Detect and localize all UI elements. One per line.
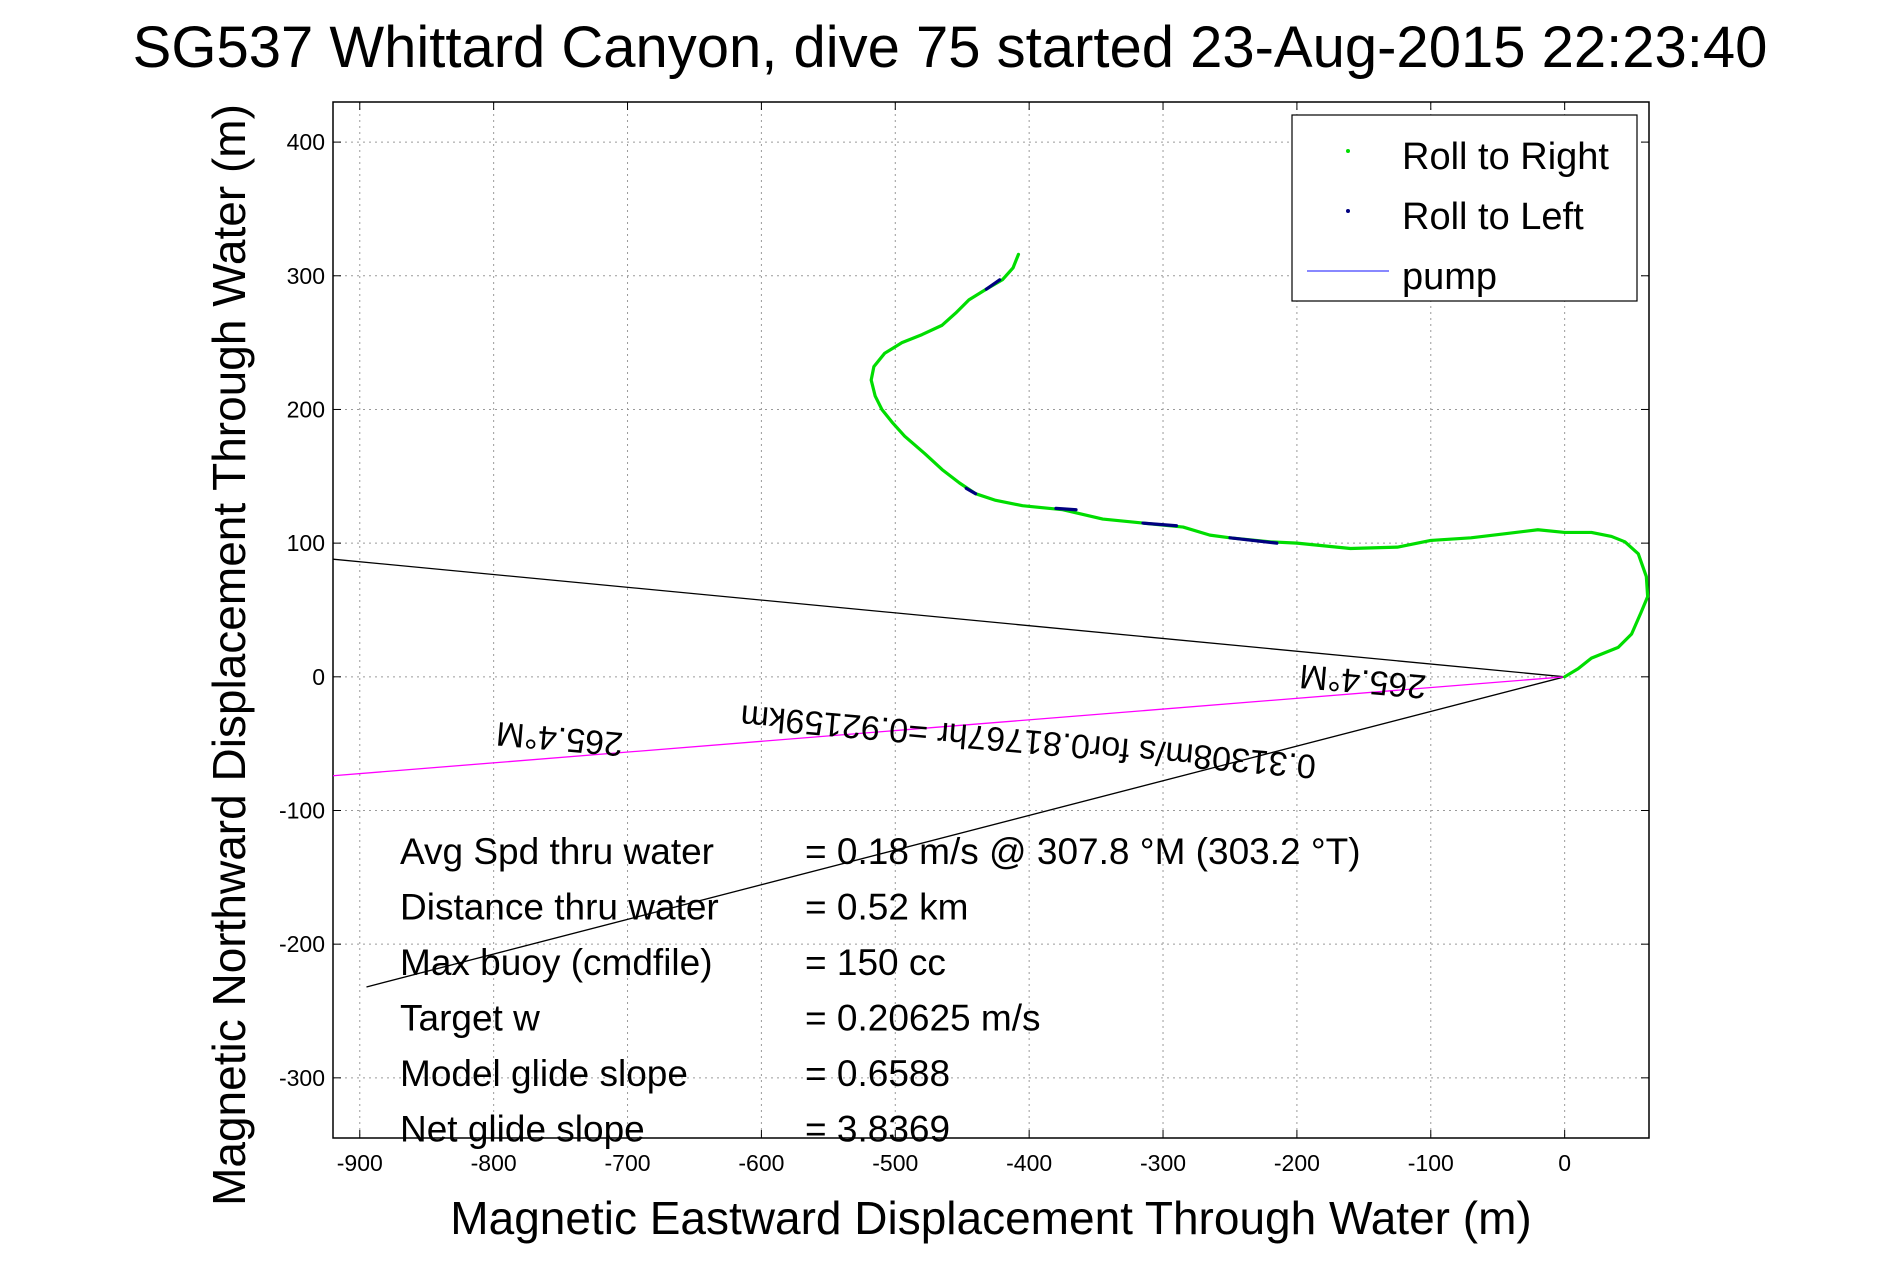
y-axis-ticks: -300 -200 -100 0 100 200 300 400 <box>279 129 1649 1091</box>
y-tick-label: -300 <box>279 1065 325 1091</box>
stat-value: = 3.8369 <box>805 1109 950 1150</box>
upper-envelope-line <box>332 558 1565 678</box>
x-tick-label: -400 <box>1006 1150 1052 1176</box>
stat-label: Avg Spd thru water <box>400 831 714 872</box>
reference-lines <box>332 558 1565 988</box>
stat-value: = 0.20625 m/s <box>805 998 1041 1039</box>
legend-label: pump <box>1402 256 1497 298</box>
y-tick-label: 300 <box>287 263 325 289</box>
x-tick-label: -500 <box>872 1150 918 1176</box>
x-tick-label: 0 <box>1558 1150 1571 1176</box>
lower-envelope-line <box>366 676 1565 988</box>
roll-to-left-segment <box>1141 521 1179 528</box>
roll-to-left-segment <box>1054 506 1078 512</box>
legend-marker <box>1346 209 1350 213</box>
legend: Roll to Right Roll to Left pump <box>1291 114 1638 302</box>
y-tick-label: 200 <box>287 396 325 422</box>
stat-label: Target w <box>400 998 540 1039</box>
x-tick-label: -200 <box>1274 1150 1320 1176</box>
current-vector-line <box>332 676 1565 777</box>
stat-label: Net glide slope <box>400 1109 645 1150</box>
chart-title: SG537 Whittard Canyon, dive 75 started 2… <box>133 15 1768 80</box>
legend-label: Roll to Right <box>1402 136 1609 178</box>
y-tick-label: 400 <box>287 129 325 155</box>
stat-value: = 0.18 m/s @ 307.8 °M (303.2 °T) <box>805 831 1361 872</box>
y-tick-label: -100 <box>279 797 325 823</box>
x-tick-label: -800 <box>471 1150 517 1176</box>
x-axis-label: Magnetic Eastward Displacement Through W… <box>450 1192 1531 1244</box>
x-tick-label: -100 <box>1408 1150 1454 1176</box>
stat-value: = 0.6588 <box>805 1053 950 1094</box>
stat-label: Distance thru water <box>400 887 719 928</box>
legend-marker <box>1346 149 1350 153</box>
legend-label: Roll to Left <box>1402 196 1584 238</box>
stat-label: Model glide slope <box>400 1053 688 1094</box>
roll-to-left-segment <box>984 278 1002 291</box>
x-tick-label: -600 <box>738 1150 784 1176</box>
x-tick-label: -300 <box>1140 1150 1186 1176</box>
roll-to-left-segment <box>1228 536 1279 545</box>
glider-track <box>869 252 1650 679</box>
x-tick-label: -900 <box>337 1150 383 1176</box>
legend-box <box>1291 114 1638 302</box>
y-tick-label: 0 <box>312 664 325 690</box>
y-tick-label: 100 <box>287 530 325 556</box>
plot-frame <box>332 101 1650 1139</box>
dive-statistics: Avg Spd thru water = 0.18 m/s @ 307.8 °M … <box>400 831 1361 1150</box>
x-tick-label: -700 <box>605 1150 651 1176</box>
grid <box>333 102 1649 1138</box>
x-axis-ticks: -900 -800 -700 -600 -500 -400 -300 -200 -100 0 <box>337 102 1571 1176</box>
roll-to-left-segment <box>964 486 978 496</box>
stat-value: = 150 cc <box>805 942 946 983</box>
stat-label: Max buoy (cmdfile) <box>400 942 713 983</box>
y-axis-label: Magnetic Northward Displacement Through … <box>203 104 255 1206</box>
y-tick-label: -200 <box>279 931 325 957</box>
stat-value: = 0.52 km <box>805 887 969 928</box>
